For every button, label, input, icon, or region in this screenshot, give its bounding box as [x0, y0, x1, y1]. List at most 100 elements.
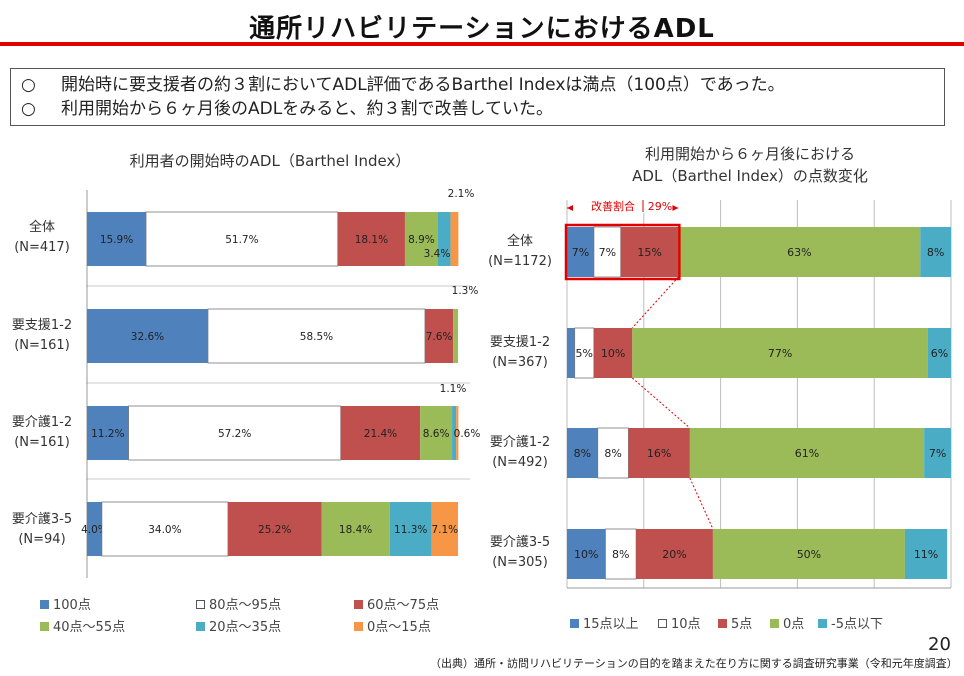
bar-segment [437, 212, 451, 266]
data-label: 7% [929, 447, 946, 460]
bar-segment [689, 428, 925, 478]
right-category-name: 要介護3-5 [489, 535, 551, 550]
bar-segment [924, 428, 951, 478]
data-label: 4.0% [81, 524, 108, 536]
summary-text-2: 利用開始から６ヶ月後のADLをみると、約３割で改善していた。 [61, 99, 553, 119]
bar-segment [431, 502, 458, 556]
data-label: 21.4% [364, 428, 397, 440]
data-label: 10% [574, 548, 598, 561]
bar-segment [207, 308, 426, 364]
legend-swatch [818, 619, 827, 628]
legend-label: 0点～15点 [367, 620, 431, 635]
right-category-label: 要介護1-2 (N=492) [478, 433, 562, 473]
right-category-name: 全体 [506, 234, 533, 249]
right-chart-title-line-1: 利用開始から６ヶ月後における [644, 145, 855, 163]
bar-segment [321, 502, 390, 556]
bar-segment [593, 328, 633, 378]
bar-segment [456, 406, 459, 460]
left-legend: 100点 80点～95点 60点～75点 40点～55点 20点～35点 0点～… [40, 594, 480, 635]
right-category-label: 要支援1-2 (N=367) [478, 333, 562, 373]
left-category-label: 要支援1-2 (N=161) [0, 316, 84, 356]
title-underline [0, 42, 964, 46]
right-category-label: 要介護3-5 (N=305) [478, 533, 562, 573]
bar-segment [87, 406, 129, 460]
bar-segment [452, 406, 457, 460]
bar-segment [87, 212, 146, 266]
bar-segment [87, 309, 208, 363]
bar-segment [128, 405, 342, 461]
data-label: 18.4% [339, 524, 372, 536]
left-category-name: 全体 [28, 220, 55, 235]
data-label: 51.7% [225, 234, 258, 246]
bar-segment [567, 428, 598, 478]
left-category-name: 要介護1-2 [11, 415, 73, 430]
legend-label: 100点 [53, 598, 91, 613]
data-label: 1.1% [440, 383, 467, 395]
left-category-label: 全体 (N=417) [0, 218, 84, 258]
right-chart-title-line-2: ADL（Barthel Index）の点数変化 [632, 167, 868, 185]
left-category-name: 要支援1-2 [11, 318, 73, 333]
data-label: 50% [797, 548, 821, 561]
page-title: 通所リハビリテーションにおけるADL [249, 14, 715, 44]
bullet-icon: ○ [21, 75, 36, 95]
data-label: 8.6% [423, 428, 450, 440]
bar-segment [605, 528, 637, 580]
data-label: 7.1% [431, 524, 458, 536]
legend-label: 20点～35点 [209, 620, 282, 635]
bar-segment [389, 502, 432, 556]
left-category-n: (N=161) [14, 338, 70, 353]
data-label: 2.1% [448, 188, 475, 200]
data-label: 10% [601, 347, 625, 360]
data-label: 7% [572, 246, 589, 259]
summary-box: ○ 開始時に要支援者の約３割においてADL評価であるBarthel Indexは満… [10, 68, 945, 126]
bar-segment [453, 309, 458, 363]
data-label: 8% [604, 447, 621, 460]
bar-segment [567, 529, 606, 579]
data-label: 8% [612, 548, 629, 561]
bar-segment [145, 211, 339, 267]
data-label: 34.0% [148, 524, 181, 536]
bar-segment [593, 226, 622, 278]
data-label: 32.6% [131, 331, 164, 343]
data-label: 25.2% [258, 524, 291, 536]
right-category-n: (N=1172) [488, 254, 552, 269]
bar-segment [927, 328, 951, 378]
bar-segment [227, 502, 322, 556]
legend-label: 40点～55点 [53, 620, 126, 635]
data-label: 8% [574, 447, 591, 460]
data-label: 1.3% [452, 285, 479, 297]
legend-item: 100点 [40, 594, 91, 613]
legend-label: 0点 [783, 617, 805, 632]
bar-segment [574, 327, 595, 379]
bar-segment [450, 212, 459, 266]
bar-segment [620, 227, 679, 277]
summary-text-1: 開始時に要支援者の約３割においてADL評価であるBarthel Indexは満点… [61, 75, 785, 95]
right-category-n: (N=492) [492, 455, 548, 470]
right-category-label: 全体 (N=1172) [478, 232, 562, 272]
legend-item: 60点～75点 [354, 594, 439, 613]
bar-segment [567, 328, 575, 378]
legend-label: 10点 [671, 617, 701, 632]
summary-line-1: ○ 開始時に要支援者の約３割においてADL評価であるBarthel Indexは満… [21, 73, 934, 97]
data-label: 63% [787, 246, 811, 259]
data-label: 3.4% [424, 248, 451, 260]
legend-label: 5点 [731, 617, 753, 632]
left-category-name: 要介護3-5 [11, 512, 73, 527]
bar-segment [678, 227, 921, 277]
legend-label: 60点～75点 [367, 598, 440, 613]
bar-segment [632, 328, 928, 378]
bar-segment [636, 529, 713, 579]
data-label: 61% [795, 447, 819, 460]
data-label: 15.9% [100, 234, 133, 246]
source-note: （出典）通所・訪問リハビリテーションの目的を踏まえた在り方に関する調査研究事業（… [430, 657, 958, 670]
bar-segment [628, 428, 690, 478]
data-label: 57.2% [218, 428, 251, 440]
data-label: 77% [768, 347, 792, 360]
legend-swatch [40, 600, 49, 609]
bar-segment [340, 406, 421, 460]
connector-line [631, 276, 679, 329]
bar-segment [904, 529, 948, 579]
left-category-n: (N=94) [18, 532, 66, 547]
legend-item: 5点 [718, 613, 752, 632]
data-label: 20% [662, 548, 686, 561]
